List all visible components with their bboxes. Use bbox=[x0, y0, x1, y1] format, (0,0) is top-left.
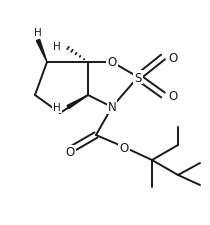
Text: O: O bbox=[107, 56, 117, 69]
Polygon shape bbox=[67, 96, 88, 109]
Text: H: H bbox=[53, 103, 61, 112]
Text: H: H bbox=[53, 42, 61, 52]
Polygon shape bbox=[36, 40, 47, 63]
Text: S: S bbox=[134, 71, 142, 84]
Text: N: N bbox=[108, 101, 116, 114]
Text: O: O bbox=[168, 89, 178, 102]
Text: H: H bbox=[34, 28, 42, 38]
Text: O: O bbox=[119, 141, 129, 154]
Text: O: O bbox=[168, 51, 178, 64]
Text: O: O bbox=[65, 146, 75, 159]
